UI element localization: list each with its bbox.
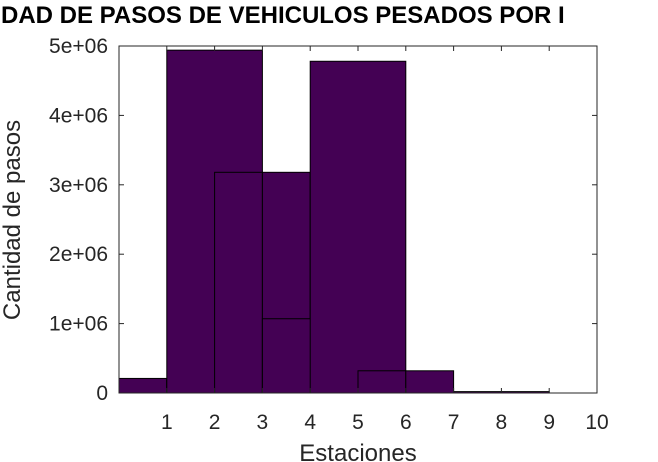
y-tick-label: 2e+06 bbox=[49, 243, 108, 266]
y-tick-label: 0 bbox=[96, 382, 108, 405]
y-tick-label: 3e+06 bbox=[49, 174, 108, 197]
y-axis: 0 1e+06 2e+06 3e+06 4e+06 5e+06 bbox=[49, 35, 597, 405]
y-tick-label: 4e+06 bbox=[49, 104, 108, 127]
x-tick-label: 8 bbox=[496, 411, 508, 434]
chart-title: DAD DE PASOS DE VEHICULOS PESADOS POR I bbox=[1, 2, 565, 29]
x-axis-label: Estaciones bbox=[299, 440, 416, 462]
x-tick-label: 6 bbox=[400, 411, 412, 434]
y-axis-label: Cantidad de pasos bbox=[0, 120, 26, 320]
bars-group bbox=[118, 49, 550, 394]
x-tick-label: 7 bbox=[448, 411, 460, 434]
y-tick-label: 5e+06 bbox=[49, 35, 108, 58]
x-tick-label: 9 bbox=[543, 411, 555, 434]
x-tick-label: 3 bbox=[257, 411, 269, 434]
bar-1 bbox=[118, 377, 168, 394]
x-tick-label: 4 bbox=[304, 411, 316, 434]
bar-9 bbox=[405, 370, 455, 394]
x-tick-label: 10 bbox=[585, 411, 608, 434]
x-tick-label: 2 bbox=[209, 411, 221, 434]
x-axis: 1 2 3 4 5 6 7 8 9 10 bbox=[161, 46, 609, 434]
bar-4 bbox=[214, 171, 263, 394]
y-tick-label: 1e+06 bbox=[49, 313, 108, 336]
x-tick-label: 5 bbox=[352, 411, 364, 434]
bar-7 bbox=[309, 60, 407, 394]
bar-8 bbox=[357, 370, 407, 394]
x-tick-label: 1 bbox=[161, 411, 173, 434]
